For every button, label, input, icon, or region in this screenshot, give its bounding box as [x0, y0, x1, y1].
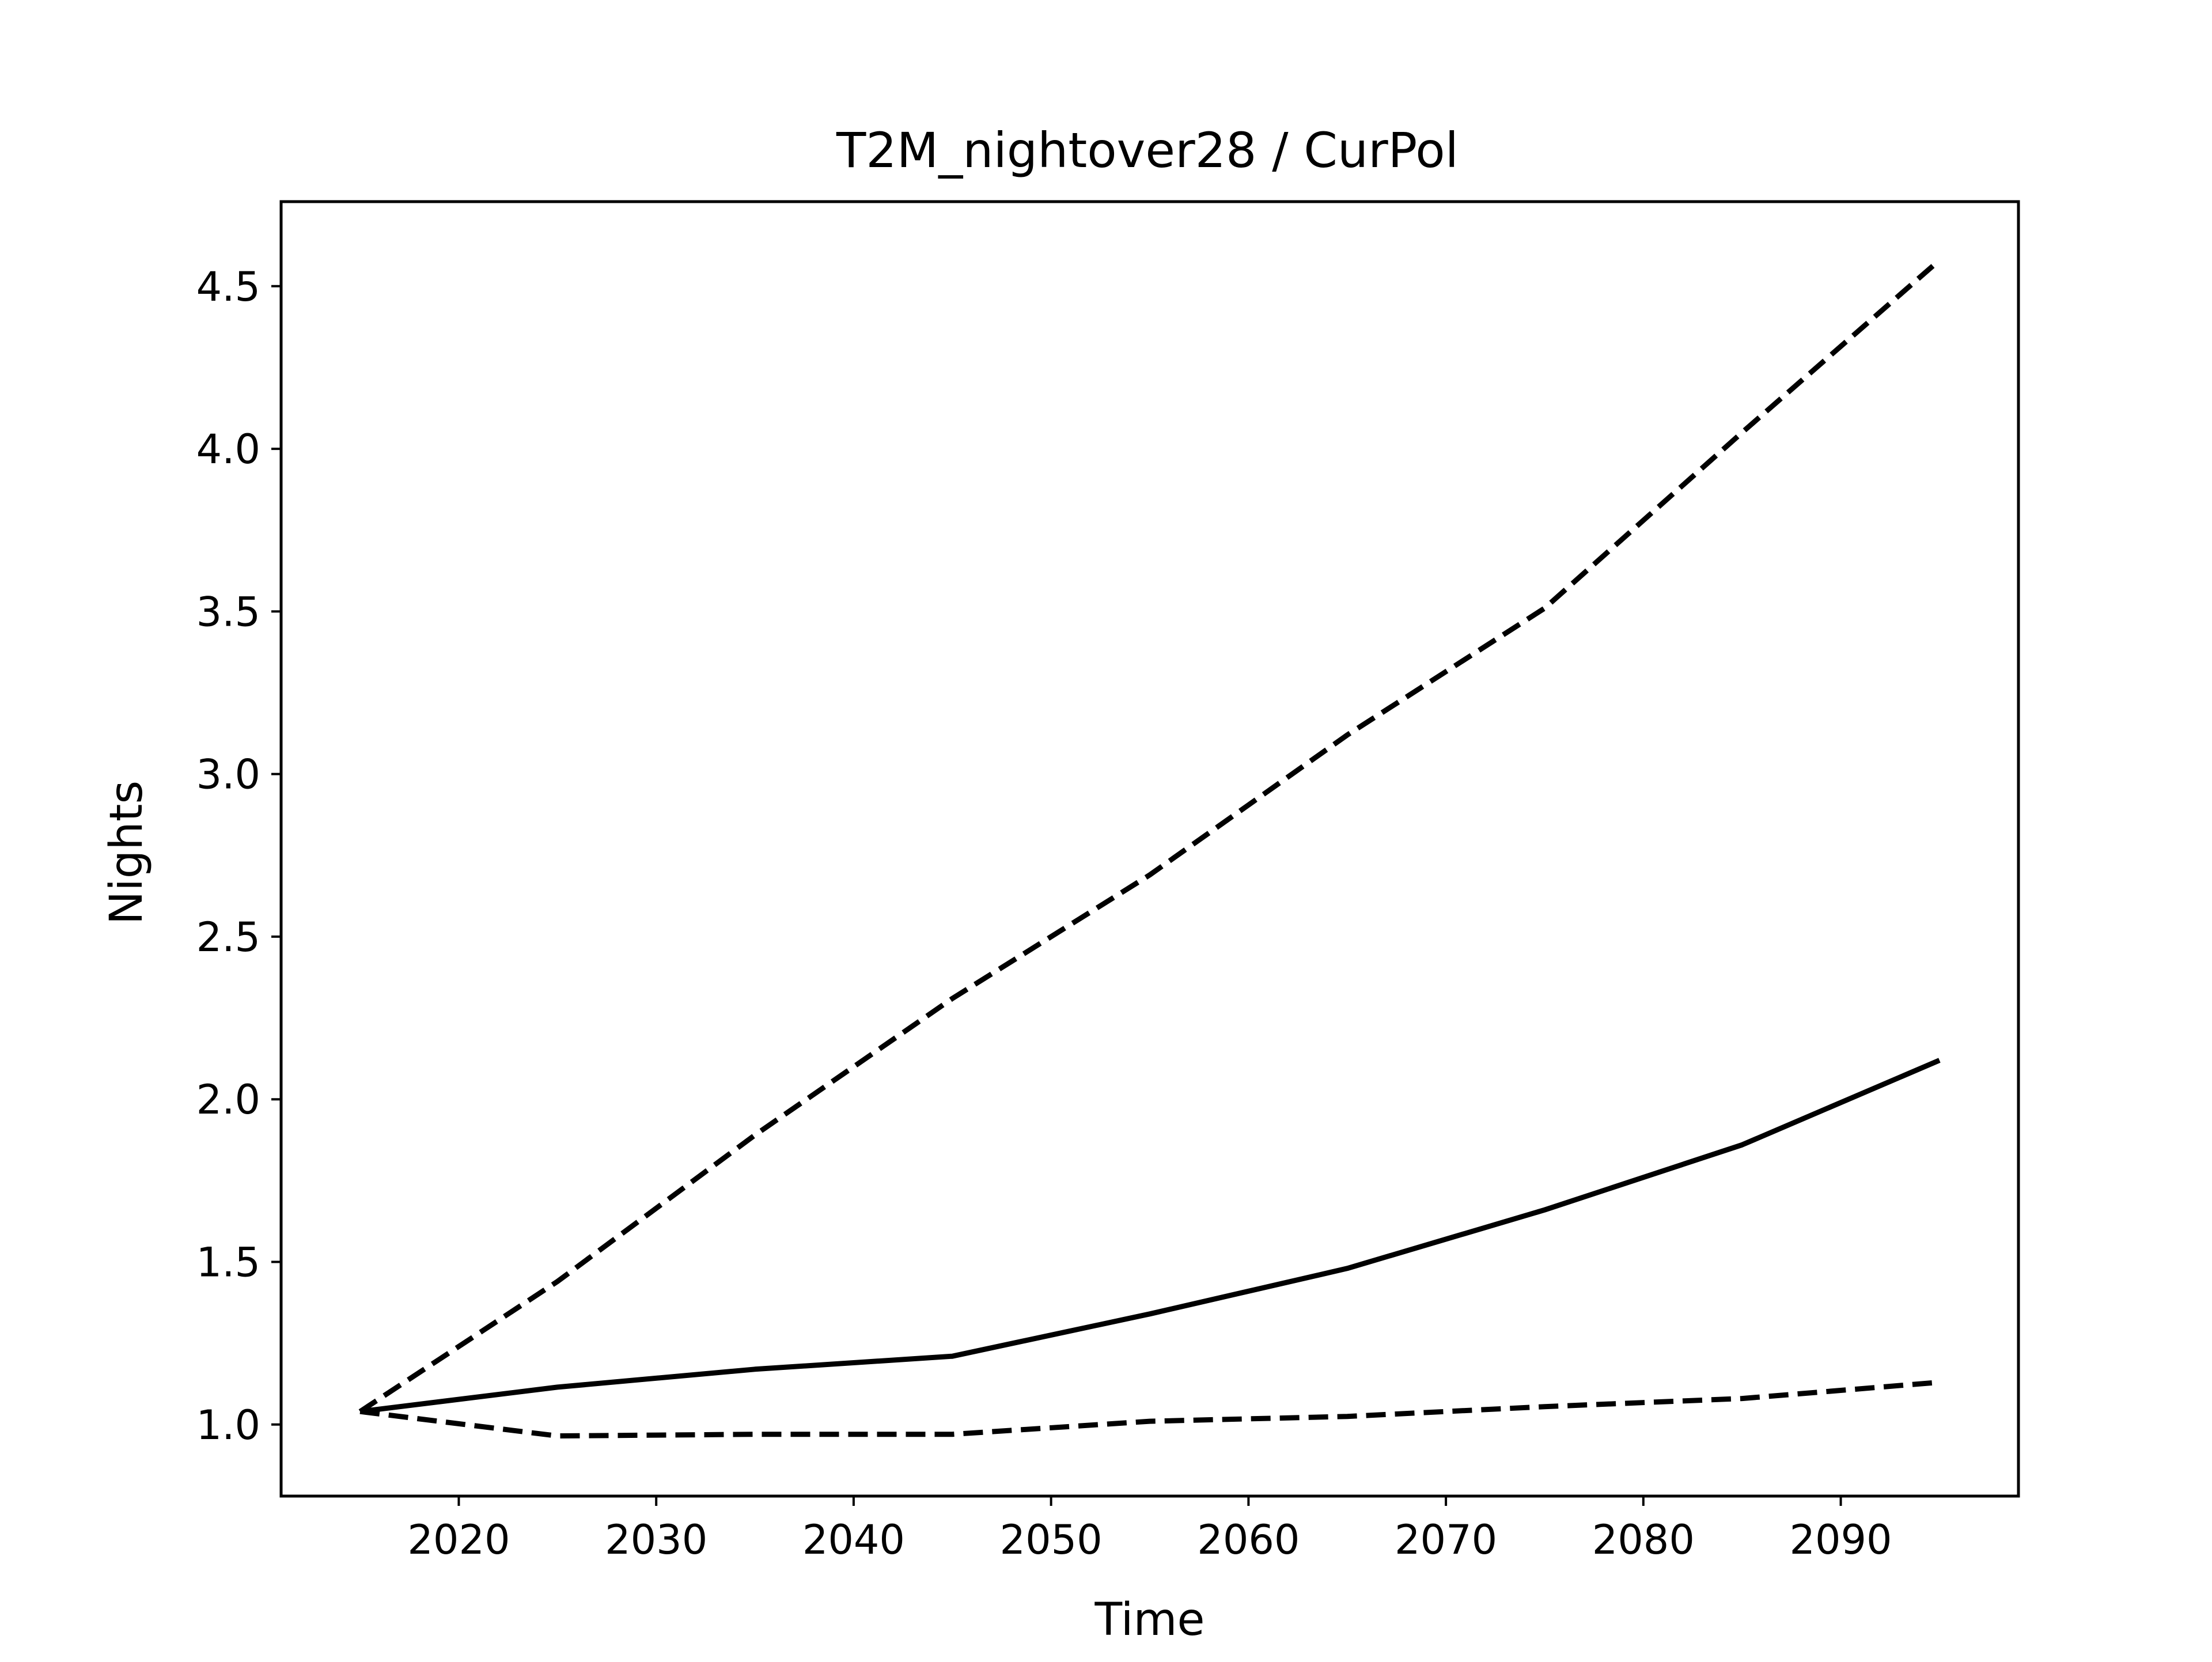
x-axis-ticks: 2020 2030 2040 2050 2060 2070 2080 2090 [407, 1496, 1892, 1563]
x-tick-label: 2040 [802, 1516, 905, 1563]
y-tick-label: 2.0 [196, 1076, 260, 1123]
x-tick-label: 2060 [1197, 1516, 1300, 1563]
y-axis-label: Nights [101, 781, 153, 925]
dashed-series-line-3 [359, 1379, 1940, 1439]
x-tick-label: 2020 [407, 1516, 510, 1563]
y-axis-ticks: 1.0 1.5 2.0 2.5 3.0 3.5 4.0 4.5 [196, 263, 281, 1449]
y-tick-label: 1.0 [196, 1402, 260, 1449]
x-tick-label: 2080 [1592, 1516, 1695, 1563]
y-tick-label: 1.5 [196, 1239, 260, 1286]
y-tick-label: 3.0 [196, 751, 260, 798]
x-tick-label: 2030 [605, 1516, 707, 1563]
y-tick-label: 4.5 [196, 263, 260, 311]
plot-area-frame [279, 200, 2020, 1498]
dashed-series-line-2 [358, 258, 1941, 1414]
x-tick-label: 2050 [1000, 1516, 1103, 1563]
y-tick-label: 3.5 [196, 588, 260, 635]
y-tick-label: 2.5 [196, 914, 260, 961]
solid-series-line-1 [359, 1058, 1941, 1414]
x-axis-label: Time [1094, 1594, 1205, 1646]
x-tick-label: 2090 [1789, 1516, 1892, 1563]
x-tick-label: 2070 [1395, 1516, 1497, 1563]
y-tick-label: 4.0 [196, 426, 260, 473]
chart-title: T2M_nightover28 / CurPol [836, 122, 1459, 179]
series-layer [358, 258, 1941, 1439]
